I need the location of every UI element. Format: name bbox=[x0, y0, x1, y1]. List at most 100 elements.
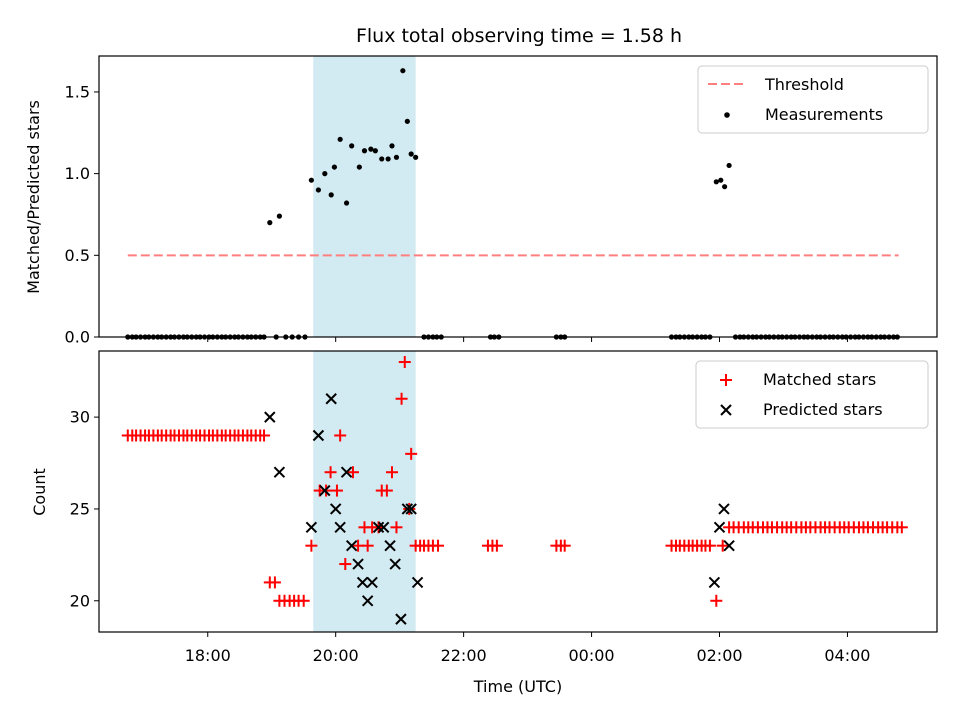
bottom-panel: 20 25 30 18:00 20:00 22:00 00:00 02:00 04:00 Co… bbox=[30, 350, 938, 696]
legend-matched-swatch bbox=[720, 374, 732, 386]
matched-star-point bbox=[432, 539, 445, 552]
predicted-star-point bbox=[713, 521, 726, 534]
x-tick-label: 22:00 bbox=[441, 646, 487, 665]
matched-star-point bbox=[361, 539, 374, 552]
measurement-point bbox=[361, 148, 368, 154]
measurement-point bbox=[393, 154, 400, 160]
measurement-point bbox=[322, 171, 328, 177]
x-tick-label: 18:00 bbox=[185, 646, 231, 665]
matched-star-point bbox=[297, 594, 310, 607]
matched-star-point bbox=[395, 392, 408, 405]
x-tick-label: 02:00 bbox=[696, 646, 742, 665]
top-y-axis-label: Matched/Predicted stars bbox=[24, 100, 43, 294]
predicted-star-point bbox=[723, 539, 735, 552]
legend-measurements-swatch bbox=[724, 112, 730, 118]
measurement-point bbox=[276, 213, 282, 219]
predicted-star-point bbox=[708, 576, 721, 589]
measurement-point bbox=[713, 179, 719, 185]
predicted-star-point bbox=[361, 595, 374, 607]
matched-star-point bbox=[324, 466, 337, 479]
bottom-y-ticks: 20 25 30 bbox=[70, 408, 99, 610]
y-tick-label: 1.5 bbox=[65, 82, 90, 101]
top-plot-frame bbox=[98, 55, 938, 338]
predicted-star-point bbox=[312, 429, 325, 442]
measurement-point bbox=[315, 187, 322, 193]
matched-star-point bbox=[385, 466, 398, 479]
measurement-point bbox=[349, 143, 355, 149]
matched-star-point bbox=[390, 521, 403, 534]
top-legend-box bbox=[697, 65, 929, 134]
bottom-plot-frame bbox=[98, 350, 938, 633]
measurement-point bbox=[404, 118, 410, 124]
predicted-star-point bbox=[411, 576, 424, 589]
y-tick-label: 20 bbox=[70, 591, 90, 610]
matched-star-point bbox=[703, 539, 716, 552]
y-tick-label: 0.5 bbox=[65, 246, 90, 265]
top-x-ticks bbox=[207, 337, 848, 342]
matched-star-point bbox=[339, 558, 352, 571]
measurement-point bbox=[356, 164, 362, 170]
matched-star-point bbox=[403, 502, 416, 515]
bottom-x-ticks: 18:00 20:00 22:00 00:00 02:00 04:00 bbox=[185, 632, 870, 665]
y-tick-label: 25 bbox=[70, 499, 90, 518]
x-tick-label: 00:00 bbox=[569, 646, 615, 665]
matched-star-point bbox=[305, 539, 318, 552]
matched-star-point bbox=[346, 466, 359, 479]
measurement-point bbox=[400, 68, 406, 74]
measurement-point bbox=[389, 143, 395, 149]
bottom-legend: Matched stars Predicted stars bbox=[695, 360, 929, 429]
legend-predicted-label: Predicted stars bbox=[763, 400, 883, 419]
predicted-star-point bbox=[273, 466, 286, 478]
predicted-star-point bbox=[305, 521, 318, 534]
matched-star-point bbox=[334, 429, 347, 442]
x-tick-label: 04:00 bbox=[824, 646, 870, 665]
bottom-y-axis-label: Count bbox=[30, 468, 49, 516]
predicted-star-point bbox=[319, 484, 331, 497]
predicted-star-point bbox=[356, 576, 369, 589]
matched-star-point bbox=[405, 447, 418, 460]
measurement-point bbox=[331, 164, 338, 170]
predicted-star-point bbox=[389, 558, 401, 570]
matched-star-point bbox=[380, 484, 393, 497]
predicted-star-point bbox=[384, 539, 396, 552]
measurement-point bbox=[413, 154, 419, 160]
bottom-legend-box bbox=[695, 360, 929, 429]
measurement-point bbox=[718, 177, 724, 183]
chart-title: Flux total observing time = 1.58 h bbox=[356, 25, 682, 47]
predicted-star-point bbox=[366, 576, 378, 589]
matched-star-point bbox=[490, 539, 503, 552]
predicted-star-point bbox=[377, 521, 390, 534]
measurement-point bbox=[372, 148, 378, 154]
predicted-star-point bbox=[340, 466, 353, 478]
matched-star-point bbox=[558, 539, 571, 552]
predicted-stars-points bbox=[264, 393, 735, 625]
measurement-point bbox=[726, 162, 732, 169]
measurement-point bbox=[368, 146, 374, 152]
x-axis-label: Time (UTC) bbox=[473, 677, 562, 696]
observing-span-top bbox=[313, 56, 416, 337]
measurement-point bbox=[337, 136, 343, 142]
x-tick-label: 20:00 bbox=[313, 646, 359, 665]
predicted-star-point bbox=[395, 613, 407, 625]
measurement-point bbox=[308, 177, 314, 183]
top-panel: 0.0 0.5 1.0 1.5 Matched/Predicted stars Thr… bbox=[24, 55, 938, 347]
predicted-star-point bbox=[334, 521, 346, 534]
y-tick-label: 1.0 bbox=[65, 164, 90, 183]
measurement-point bbox=[408, 151, 414, 157]
legend-predicted-swatch bbox=[720, 404, 732, 416]
predicted-star-point bbox=[345, 539, 358, 552]
matched-star-point bbox=[330, 484, 343, 497]
predicted-star-point bbox=[329, 503, 342, 515]
matched-star-point bbox=[895, 521, 908, 534]
measurement-point bbox=[343, 200, 350, 206]
measurement-point bbox=[328, 192, 334, 198]
y-tick-label: 30 bbox=[70, 408, 90, 427]
measurement-point bbox=[722, 184, 728, 190]
legend-measurements-label: Measurements bbox=[765, 105, 883, 124]
predicted-star-point bbox=[405, 503, 417, 515]
top-y-ticks: 0.0 0.5 1.0 1.5 bbox=[65, 82, 99, 347]
top-legend: Threshold Measurements bbox=[697, 65, 929, 134]
measurement-point bbox=[385, 156, 391, 162]
legend-matched-label: Matched stars bbox=[763, 370, 876, 389]
